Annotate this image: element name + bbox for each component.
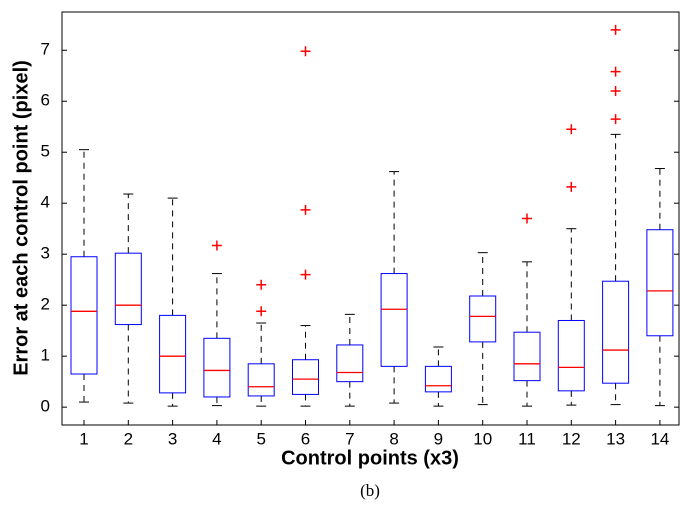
caption: (b) (360, 481, 380, 500)
x-tick-label: 9 (434, 429, 443, 448)
outlier (256, 306, 267, 317)
x-tick-label: 7 (345, 429, 354, 448)
box (159, 314, 187, 394)
box (469, 295, 497, 343)
x-tick-label: 5 (256, 429, 265, 448)
x-tick-label: 13 (606, 429, 625, 448)
outlier (300, 204, 311, 215)
x-tick-label: 11 (518, 429, 536, 448)
box (646, 229, 674, 337)
box (292, 359, 319, 395)
y-tick-label: 4 (41, 193, 50, 212)
y-axis-label: Error at each control point (pixel) (10, 60, 32, 376)
box (380, 273, 408, 367)
y-tick-label: 6 (41, 91, 50, 110)
x-tick-label: 8 (389, 429, 398, 448)
outlier (300, 269, 311, 280)
x-tick-label: 6 (301, 429, 310, 448)
box (70, 256, 98, 375)
x-tick-label: 10 (473, 429, 492, 448)
y-tick-label: 2 (41, 295, 50, 314)
plot-frame (61, 11, 680, 426)
box (336, 344, 364, 383)
box (602, 280, 630, 384)
outlier (610, 66, 621, 77)
outlier (610, 114, 621, 125)
box (203, 337, 231, 398)
outlier (300, 46, 311, 57)
y-tick-label: 5 (41, 142, 50, 161)
x-tick-label: 3 (168, 429, 177, 448)
y-tick-label: 1 (41, 346, 50, 365)
outlier (211, 240, 222, 251)
x-tick-label: 12 (562, 429, 581, 448)
y-tick-label: 0 (41, 397, 50, 416)
outlier (610, 24, 621, 35)
box (513, 331, 541, 382)
x-tick-label: 14 (650, 429, 669, 448)
box (114, 252, 142, 326)
x-tick-label: 1 (79, 429, 88, 448)
outlier (610, 86, 621, 97)
x-axis-label: Control points (x3) (281, 447, 459, 469)
x-tick-label: 4 (212, 429, 221, 448)
box (247, 363, 275, 397)
box (557, 319, 585, 392)
outlier (522, 213, 532, 224)
y-tick-label: 3 (41, 244, 50, 263)
outlier (256, 279, 267, 290)
x-tick-label: 2 (124, 429, 133, 448)
outlier (566, 181, 577, 192)
outlier (566, 124, 577, 135)
y-tick-label: 7 (41, 40, 50, 59)
box (424, 365, 452, 393)
